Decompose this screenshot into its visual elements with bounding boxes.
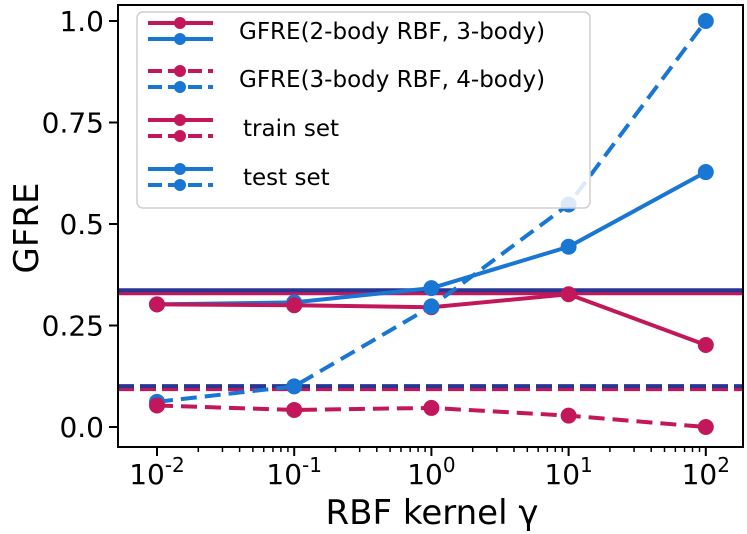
x-axis-label: RBF kernel γ: [326, 493, 539, 533]
data-point-train-2-body: [149, 296, 165, 313]
legend-marker: [174, 17, 186, 29]
y-tick-label: 1.0: [59, 5, 104, 38]
data-point-train-3-body: [286, 401, 303, 418]
legend-label: test set: [243, 165, 330, 191]
legend-label: GFRE(3-body RBF, 4-body): [239, 67, 545, 93]
legend: GFRE(2-body RBF, 3-body) GFRE(3-body RBF,…: [136, 11, 591, 209]
y-axis-label: GFRE: [7, 182, 47, 273]
data-point-train-2-body: [697, 336, 714, 353]
x-tick-label: 101: [544, 453, 592, 491]
legend-marker: [174, 114, 186, 126]
x-tick-label: 10-2: [129, 453, 185, 491]
legend-marker: [174, 33, 186, 45]
data-point-train-3-body: [149, 397, 165, 414]
series-lines: [149, 13, 714, 435]
y-tick-label: 0.5: [59, 208, 104, 241]
data-point-train-2-body: [286, 297, 303, 314]
x-tick-label: 10-1: [266, 453, 322, 491]
data-point-test-3-body: [423, 298, 440, 315]
data-point-train-3-body: [697, 419, 714, 435]
legend-label: GFRE(2-body RBF, 3-body): [239, 19, 545, 45]
legend-marker: [174, 130, 186, 142]
y-tick-label: 0.25: [42, 310, 104, 343]
legend-box: [136, 11, 591, 209]
legend-label: train set: [243, 116, 339, 142]
x-tick-label: 100: [407, 453, 455, 491]
data-point-test-3-body: [697, 13, 714, 29]
y-tick-label: 0.75: [42, 107, 104, 140]
x-tick-label: 102: [682, 453, 730, 491]
data-point-train-2-body: [560, 286, 577, 303]
data-point-test-2-body: [697, 164, 714, 181]
data-point-train-3-body: [560, 407, 577, 424]
data-point-train-3-body: [423, 399, 440, 416]
data-point-test-2-body: [560, 238, 577, 255]
legend-marker: [174, 179, 186, 191]
data-point-test-3-body: [286, 378, 303, 395]
legend-marker: [174, 65, 186, 77]
data-point-test-2-body: [423, 280, 440, 297]
legend-marker: [174, 163, 186, 175]
legend-marker: [174, 81, 186, 93]
y-tick-label: 0.0: [59, 411, 104, 444]
